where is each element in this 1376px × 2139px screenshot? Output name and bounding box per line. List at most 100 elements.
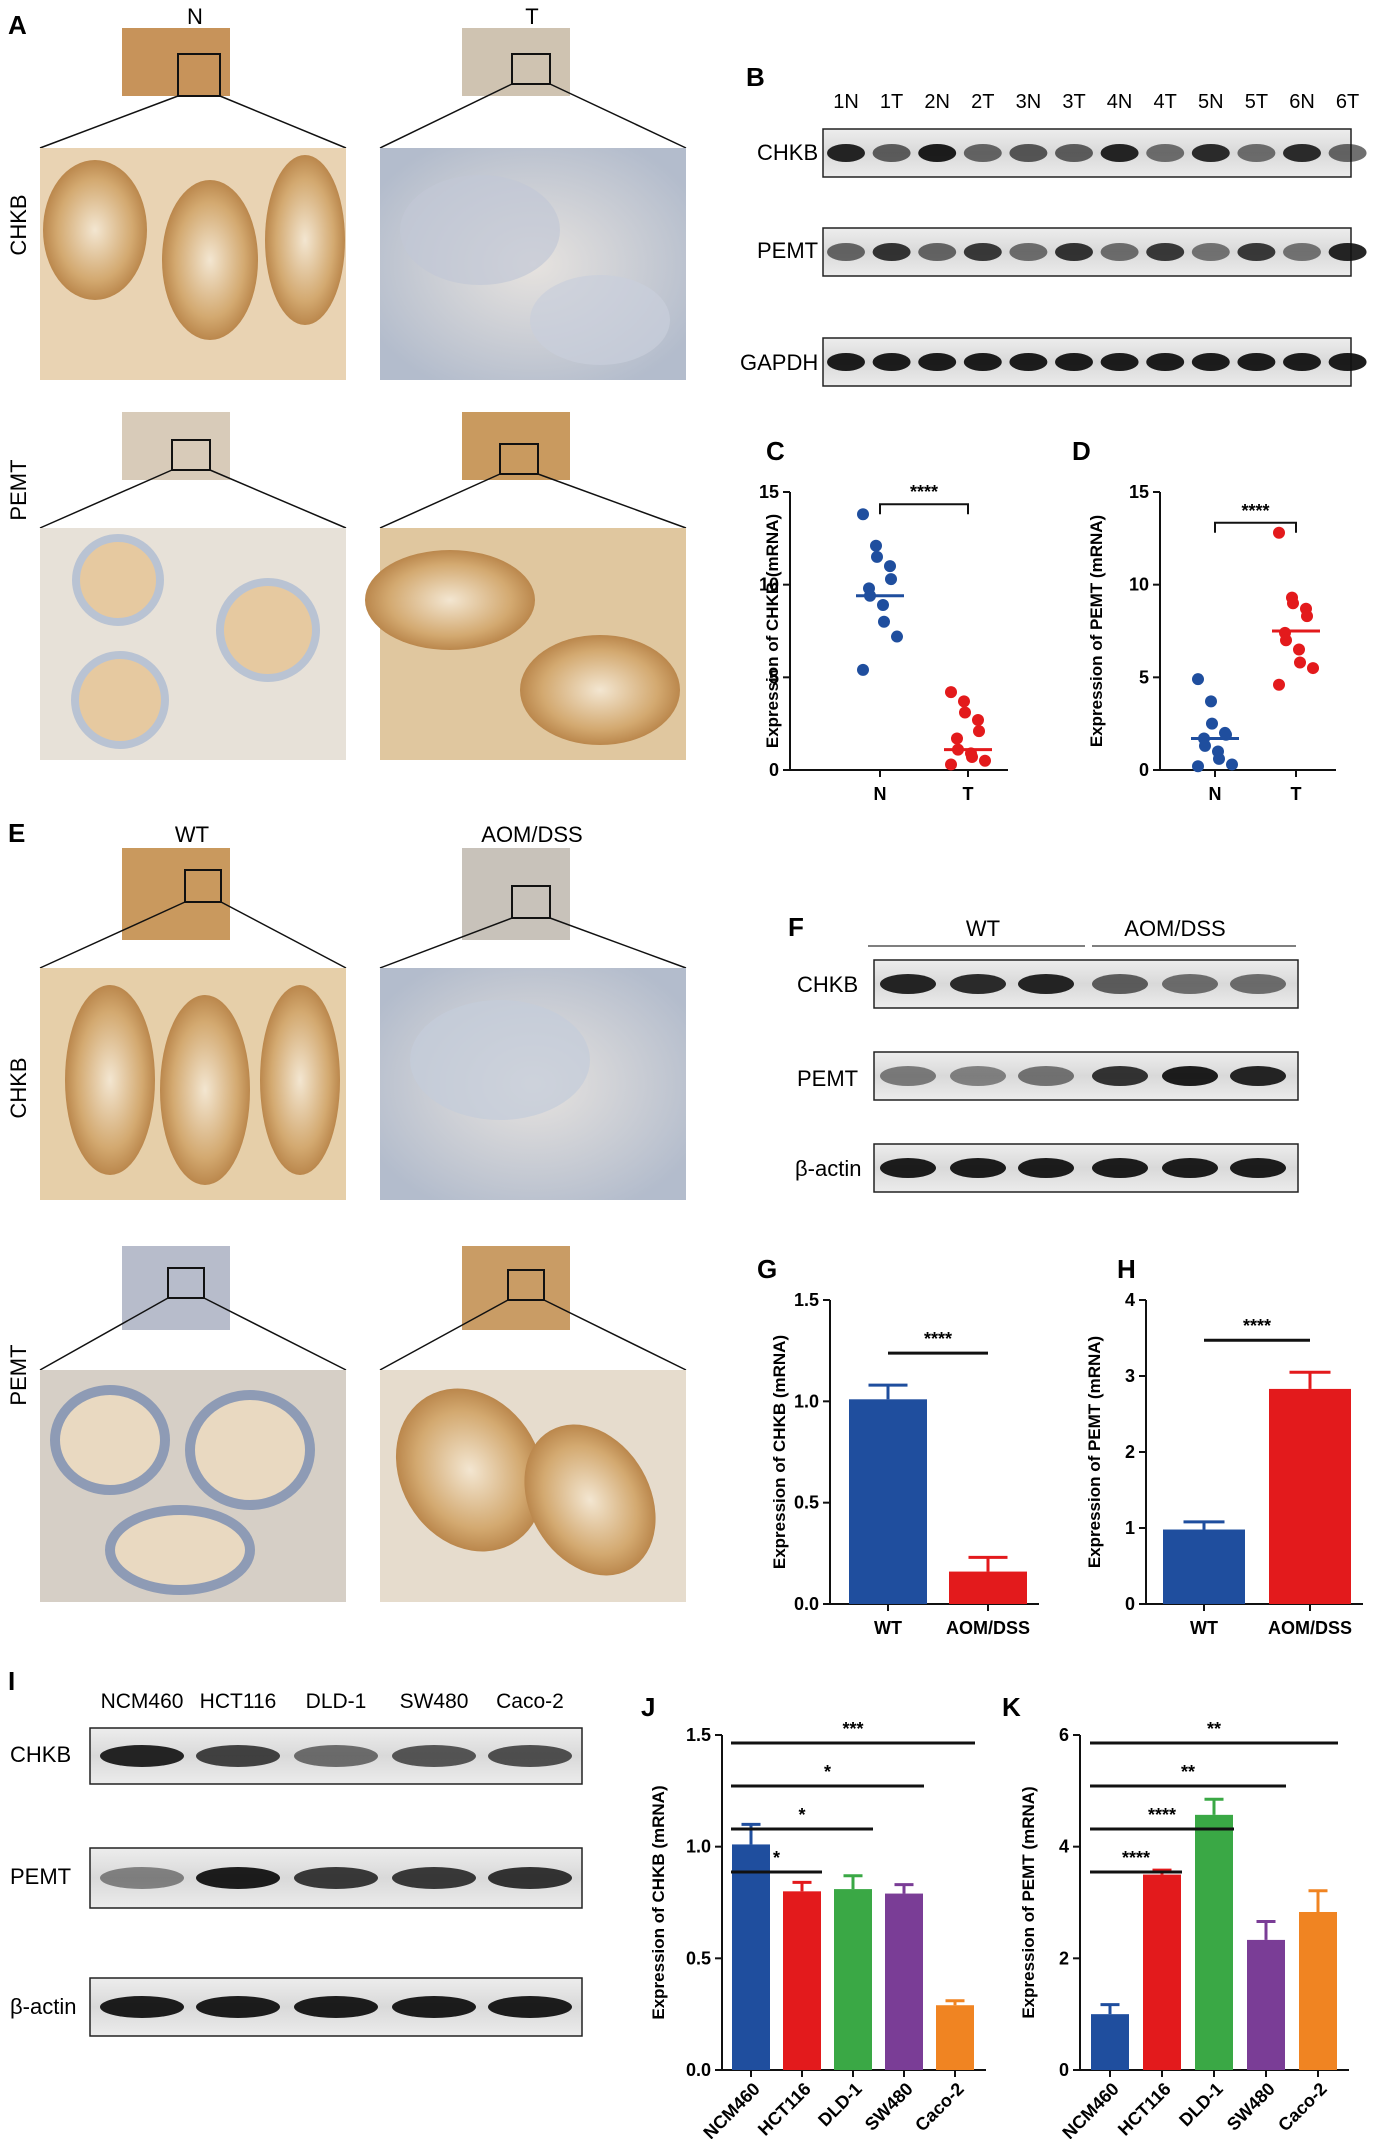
- blot-row-label-chkb: CHKB: [797, 972, 858, 997]
- row-label-chkb: CHKB: [6, 194, 31, 255]
- col-label-wt: WT: [175, 822, 209, 847]
- tumor-nest: [395, 1388, 545, 1552]
- thumb-aom-pemt: [462, 1246, 570, 1330]
- zoom-line: [379, 1299, 509, 1371]
- significance-label: ****: [924, 1329, 952, 1349]
- significance-label: *: [798, 1805, 805, 1825]
- zoom-line: [220, 901, 347, 969]
- crypt: [160, 995, 250, 1185]
- roi-box: [511, 53, 551, 85]
- zoom-line: [379, 917, 513, 969]
- lane-label: 5N: [1198, 91, 1224, 113]
- significance-label: **: [1181, 1762, 1195, 1782]
- lane-label: 1T: [880, 91, 903, 113]
- zoom-line: [219, 95, 347, 149]
- blot-band: [963, 243, 1002, 261]
- blot-band: [1009, 243, 1048, 261]
- panel-letter-k: K: [1002, 1692, 1021, 1722]
- chart-h: H 0 1 2 3 4 Expression of PEMT (mRNA) WT AOM/DSS…: [1085, 1254, 1363, 1638]
- y-tick-label: 4: [1059, 1837, 1069, 1857]
- blot-band: [1092, 1066, 1148, 1086]
- y-tick-label: 0: [769, 760, 779, 780]
- x-tick-label: AOM/DSS: [946, 1618, 1030, 1638]
- y-tick-label: 0.0: [686, 2060, 711, 2080]
- blot-row-label-chkb: CHKB: [10, 1742, 71, 1767]
- lane-label: 6T: [1336, 91, 1359, 113]
- row-label-pemt: PEMT: [6, 459, 31, 520]
- blot-band: [918, 144, 957, 162]
- blot-bands: [827, 144, 1367, 371]
- blot-band: [196, 1996, 280, 2018]
- zoom-line: [549, 917, 687, 969]
- y-tick-label: 0.5: [686, 1948, 711, 1968]
- y-axis-label: Expression of PEMT (mRNA): [1085, 1336, 1104, 1568]
- panel-letter-b: B: [746, 62, 765, 92]
- blot-band: [392, 1745, 476, 1767]
- chart-d: D 0 5 10 15 Expression of PEMT (mRNA) N T ****: [1072, 436, 1336, 804]
- chart-c: C 0 5 10 15 Expression of CHKB (mRNA) N T ****: [759, 436, 1008, 804]
- blot-row-label-pemt: PEMT: [757, 238, 818, 263]
- zoom-line: [379, 473, 501, 529]
- x-tick-label: DLD-1: [1175, 2079, 1227, 2131]
- lane-labels: NCM460 HCT116 DLD-1 SW480 Caco-2: [101, 1690, 564, 1713]
- blot-band: [196, 1867, 280, 1889]
- bar: [834, 1889, 872, 2070]
- y-tick-label: 0: [1125, 1594, 1135, 1614]
- tumor-nest: [524, 1424, 656, 1576]
- col-label-aom-dss: AOM/DSS: [481, 822, 582, 847]
- zoom-line: [543, 1299, 687, 1371]
- roi-box: [167, 1267, 205, 1299]
- significance-label: ****: [910, 482, 938, 502]
- blot-band: [488, 1996, 572, 2018]
- blot-band: [1092, 974, 1148, 994]
- data-point: [951, 732, 963, 745]
- lane-label: 2T: [971, 91, 994, 113]
- lane-label: DLD-1: [306, 1690, 367, 1713]
- y-tick-label: 5: [1139, 667, 1149, 687]
- panel-letter-f: F: [788, 912, 804, 942]
- y-tick-label: 10: [1129, 575, 1149, 595]
- gland: [162, 180, 258, 340]
- significance-bracket: [879, 503, 969, 515]
- blot-band: [100, 1996, 184, 2018]
- data-point: [1205, 695, 1217, 708]
- y-tick-label: 10: [759, 575, 779, 595]
- lane-label: 5T: [1245, 91, 1268, 113]
- thumb-n-chkb: [122, 28, 230, 96]
- blot-band: [1328, 144, 1367, 162]
- y-tick-label: 0.0: [794, 1594, 819, 1614]
- y-tick-label: 1: [1125, 1518, 1135, 1538]
- significance-label: ****: [1148, 1805, 1176, 1825]
- blot-band: [1146, 243, 1185, 261]
- blot-band: [1055, 144, 1093, 162]
- blot-bands: [880, 974, 1286, 1178]
- col-label-n: N: [187, 4, 203, 29]
- thumb-aom-chkb: [462, 848, 570, 940]
- significance-label: *: [773, 1848, 780, 1868]
- blot-row-label-chkb: CHKB: [757, 140, 818, 165]
- y-tick-label: 15: [759, 482, 779, 502]
- blot-band: [1055, 243, 1093, 261]
- bar: [885, 1893, 923, 2070]
- panel-a-ihc-human: A N T CHKB PEMT: [6, 4, 687, 760]
- blot-band: [392, 1867, 476, 1889]
- zoom-line: [537, 473, 687, 529]
- y-tick-label: 0.5: [794, 1493, 819, 1513]
- chart-k: K 0 2 4 6 Expression of PEMT (mRNA) NCM460HCT1…: [1002, 1692, 1349, 2139]
- crypt: [105, 1505, 255, 1595]
- group-label-aom-dss: AOM/DSS: [1124, 916, 1225, 941]
- crypt: [185, 1390, 315, 1510]
- zoom-line: [39, 469, 173, 529]
- blot-band: [488, 1867, 572, 1889]
- x-tick-label: WT: [874, 1618, 902, 1638]
- data-point: [1307, 662, 1319, 675]
- data-point: [885, 573, 897, 586]
- significance-label: ****: [1122, 1848, 1150, 1868]
- blot-band: [294, 1867, 378, 1889]
- blot-band: [1191, 144, 1230, 162]
- blot-row-label-gapdh: GAPDH: [740, 350, 818, 375]
- thumb-n-pemt: [122, 412, 230, 480]
- roi-box: [511, 885, 551, 919]
- data-point: [966, 751, 978, 764]
- blot-row-label-beta-actin: β-actin: [10, 1994, 76, 2019]
